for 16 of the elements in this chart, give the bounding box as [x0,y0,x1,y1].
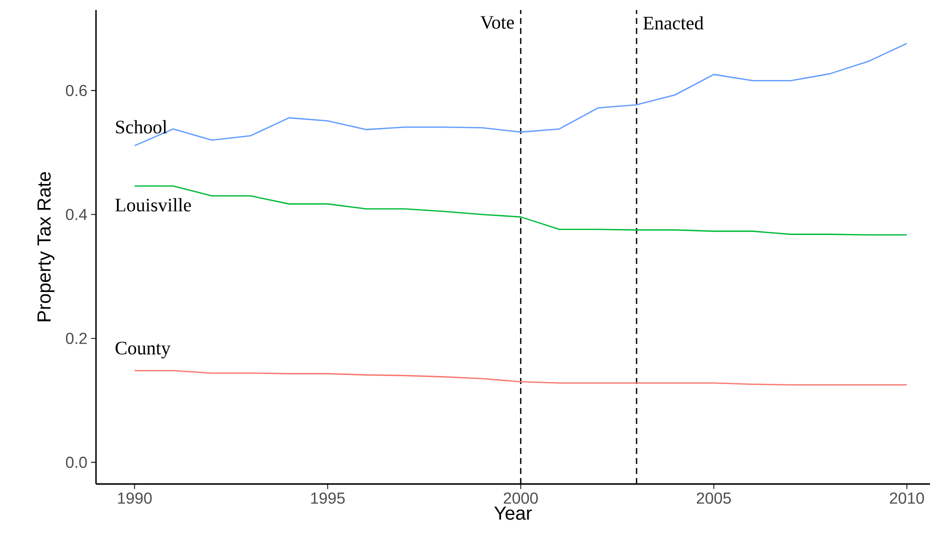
y-tick-label: 0.6 [66,84,87,96]
y-axis-title: Property Tax Rate [38,172,54,322]
x-tick-label: 2000 [504,492,538,504]
y-tick-label: 0.2 [66,332,87,344]
y-tick-label: 0.0 [66,456,87,468]
x-axis-title: Year [494,506,532,520]
x-tick-label: 1990 [118,492,152,504]
ref-line-label: Vote [480,16,514,29]
series-label: School [116,120,168,134]
series-label: Louisville [115,198,191,212]
ref-line-label: Enacted [643,16,704,30]
x-tick-label: 2010 [890,492,924,504]
series-label: County [116,342,170,358]
y-tick-label: 0.4 [66,208,88,220]
x-tick-label: 1995 [311,492,345,504]
x-tick-label: 2005 [696,492,731,504]
